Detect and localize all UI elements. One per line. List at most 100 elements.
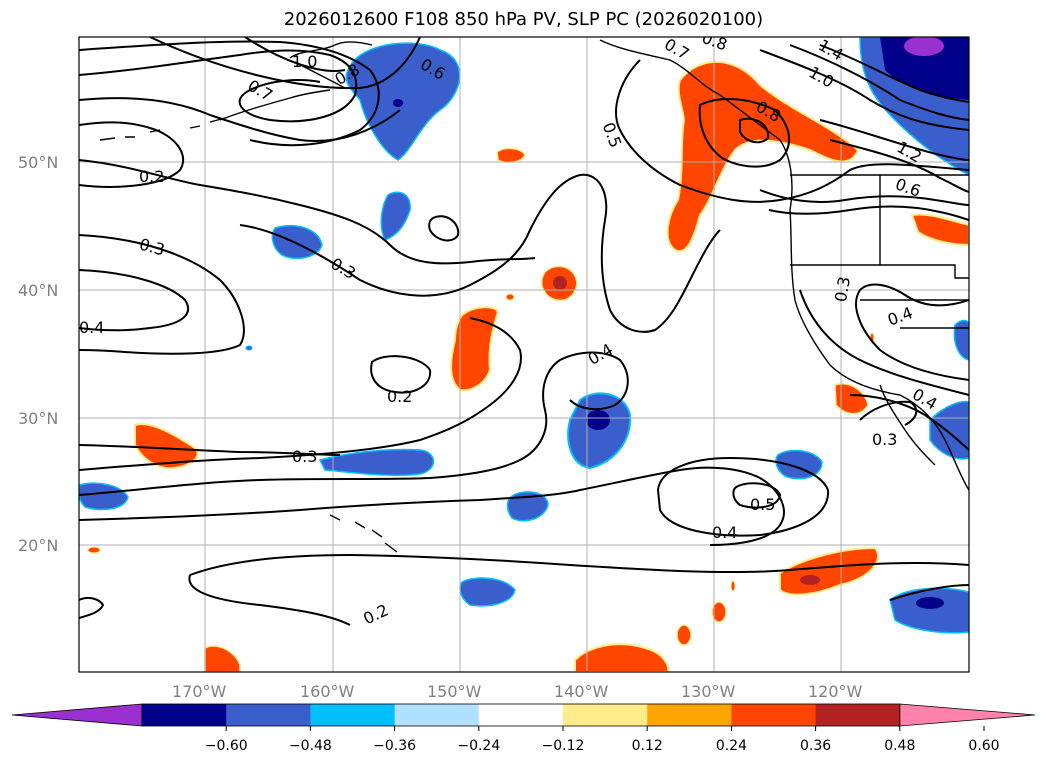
- contour-line: [79, 159, 536, 265]
- pv-anomaly-fields: [79, 37, 969, 672]
- pv-positive-region: [87, 546, 101, 554]
- contour-line: [615, 59, 969, 203]
- colorbar-segment: [478, 704, 564, 726]
- pv-negative-core: [880, 37, 969, 100]
- contour-line: [79, 234, 245, 355]
- contour-line: [239, 173, 721, 333]
- colorbar-outline: [141, 703, 901, 727]
- contour-line: [79, 269, 190, 332]
- contour-line: [149, 37, 421, 90]
- contour-label: 0.2: [387, 387, 412, 406]
- contour-line: [79, 121, 185, 188]
- contour-line: [698, 98, 790, 168]
- lat-label: 30°N: [18, 409, 58, 428]
- pv-negative-max: [904, 37, 944, 56]
- contour-line: [79, 466, 785, 546]
- pv-positive-region: [496, 147, 526, 164]
- contour-label: 0.4: [79, 318, 104, 337]
- pv-negative-region: [345, 42, 461, 161]
- contour-line: [799, 289, 969, 396]
- contour-line: [656, 456, 830, 537]
- colorbar-segment: [394, 704, 480, 726]
- pv-positive-region: [505, 293, 515, 301]
- hawaii: [329, 514, 398, 553]
- lat-label: 20°N: [18, 536, 58, 555]
- colorbar-tick-label: 0.48: [884, 738, 915, 754]
- contour-line: [189, 553, 969, 576]
- aleutians: [99, 117, 226, 141]
- colorbar-segment: [310, 704, 396, 726]
- contour-line: [759, 49, 969, 131]
- colorbar-tick-label: 0.24: [716, 738, 747, 754]
- pv-positive-region: [666, 60, 860, 253]
- colorbar-extend-high: [899, 703, 1036, 727]
- pv-positive-region: [450, 306, 500, 392]
- colorbar-segment: [142, 704, 227, 726]
- pv-negative-region: [459, 577, 516, 607]
- us-border: [790, 174, 969, 329]
- chart-title: 2026012600 F108 850 hPa PV, SLP PC (2026…: [283, 9, 764, 30]
- colorbar-segment: [731, 704, 817, 726]
- us-west-coast: [789, 209, 969, 491]
- map-border: [78, 36, 970, 673]
- colorbar-extend-low: [11, 703, 143, 727]
- lon-label: 150°W: [427, 682, 482, 701]
- contour-line: [768, 205, 969, 221]
- lon-label: 140°W: [554, 682, 609, 701]
- contour-line: [370, 355, 432, 394]
- slp-contours: [79, 37, 969, 626]
- contour-label: 0.4: [712, 523, 737, 542]
- colorbar-segment: [815, 704, 901, 726]
- contour-line: [79, 596, 105, 619]
- pv-positive-core: [800, 575, 820, 585]
- colorbar-segment: [647, 704, 732, 726]
- lon-label: 120°W: [808, 682, 863, 701]
- pv-positive-region: [574, 643, 670, 672]
- colorbar-tick-label: 0.12: [632, 738, 663, 754]
- lat-label: 50°N: [18, 153, 58, 172]
- contour-line: [79, 317, 522, 471]
- pv-positive-core: [553, 276, 567, 290]
- colorbar-tick-label: 0.36: [800, 738, 831, 754]
- pv-negative-region: [889, 587, 969, 634]
- contour-line: [79, 49, 358, 123]
- pv-positive-region: [204, 645, 241, 672]
- pv-negative-region: [245, 345, 253, 351]
- contour-line: [739, 117, 770, 144]
- contour-line: [732, 482, 782, 509]
- colorbar-tick-label: −0.48: [289, 738, 332, 754]
- latitude-labels: 50°N 40°N 30°N 20°N: [18, 153, 58, 555]
- pv-positive-region: [910, 213, 969, 247]
- pv-positive-region: [834, 383, 869, 415]
- contour-line: [789, 44, 969, 121]
- contour-line: [889, 584, 969, 601]
- colorbar-tick-label: 0.60: [968, 738, 999, 754]
- pv-negative-region: [953, 319, 969, 361]
- baja: [879, 384, 936, 466]
- contour-line: [829, 139, 969, 193]
- colorbar-segment: [563, 704, 648, 726]
- contour-label: 0.3: [872, 430, 897, 449]
- contour-line: [79, 444, 341, 456]
- longitude-labels: 170°W 160°W 150°W 140°W 130°W 120°W: [172, 682, 863, 701]
- lon-label: 160°W: [300, 682, 355, 701]
- contour-line: [819, 44, 969, 103]
- pv-negative-core: [586, 410, 610, 430]
- colorbar: −0.60 −0.48 −0.36 −0.24 −0.12 0.12 0.24 0.36 0.4…: [11, 703, 1036, 754]
- coastlines: [99, 39, 969, 553]
- pv-negative-core: [393, 99, 403, 107]
- colorbar-tick-label: −0.60: [205, 738, 248, 754]
- contour-line: [819, 119, 969, 161]
- contour-label: 0.3: [292, 447, 317, 466]
- contour-line: [244, 37, 346, 72]
- lat-label: 40°N: [18, 281, 58, 300]
- contour-line: [428, 215, 460, 242]
- colorbar-segment: [226, 704, 311, 726]
- contour-line: [79, 97, 401, 142]
- bc-coast: [599, 39, 793, 211]
- colorbar-tick-label: −0.24: [457, 738, 500, 754]
- contour-line: [188, 574, 351, 626]
- pv-negative-region: [567, 392, 632, 470]
- pv-negative-region: [380, 191, 411, 241]
